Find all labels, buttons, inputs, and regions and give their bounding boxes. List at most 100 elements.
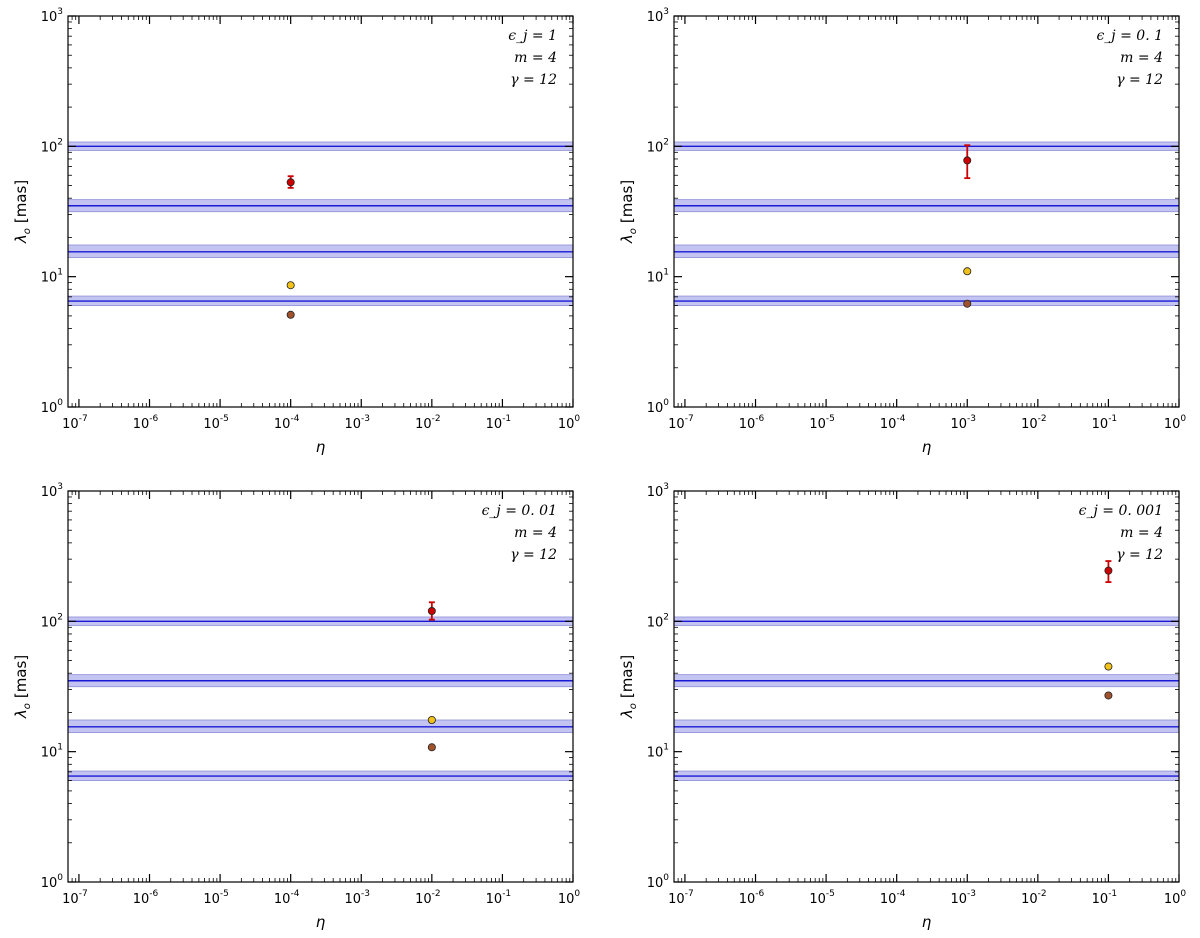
annotation-1: ϵ_j = 1 — [508, 28, 557, 44]
marker — [1104, 662, 1113, 671]
y-axis-label: λo[mas] — [12, 180, 33, 244]
annotation-2: m = 4 — [514, 525, 557, 541]
y-tick-label: 103 — [41, 482, 63, 500]
x-tick-label: 10-2 — [415, 889, 441, 907]
y-tick-label: 103 — [41, 7, 63, 25]
y-tick-label: 102 — [647, 612, 669, 630]
x-tick-label: 10-5 — [203, 889, 229, 907]
x-tick-label: 100 — [558, 889, 581, 907]
data-point-1 — [963, 144, 972, 180]
x-axis-label: η — [316, 913, 326, 931]
data-point-1 — [1104, 560, 1113, 583]
annotation-3: γ = 12 — [510, 547, 557, 563]
x-tick-label: 10-7 — [668, 889, 694, 907]
chart-panel-4: 10-7 10-6 10-5 10-4 10-3 10-2 10-1 100 100 101 102… — [618, 482, 1186, 931]
y-axis-label: λo[mas] — [12, 655, 33, 719]
data-point-3 — [1104, 691, 1113, 700]
x-tick-label: 10-3 — [950, 889, 976, 907]
x-tick-label: 100 — [1164, 889, 1187, 907]
y-tick-label: 101 — [41, 268, 63, 286]
band-2 — [67, 674, 574, 688]
y-tick-label: 102 — [647, 137, 669, 155]
x-tick-label: 100 — [558, 414, 581, 432]
y-tick-label: 100 — [647, 873, 670, 891]
band-3 — [673, 719, 1180, 734]
band-4 — [673, 770, 1180, 781]
chart-panel-3: 10-7 10-6 10-5 10-4 10-3 10-2 10-1 100 100 101 102… — [12, 482, 580, 931]
y-axis-label: λo[mas] — [618, 655, 639, 719]
y-tick-label: 101 — [647, 268, 669, 286]
x-tick-label: 10-6 — [739, 414, 765, 432]
x-tick-label: 10-3 — [344, 414, 370, 432]
x-tick-label: 10-5 — [203, 414, 229, 432]
y-tick-label: 100 — [41, 873, 64, 891]
x-tick-label: 10-2 — [1021, 414, 1047, 432]
marker — [286, 310, 295, 319]
marker — [286, 281, 295, 290]
band-3 — [673, 244, 1180, 259]
y-axis-label: λo[mas] — [618, 180, 639, 244]
marker — [1104, 691, 1113, 700]
plot-frame — [673, 15, 1180, 408]
plot-frame — [67, 490, 574, 883]
annotation-3: γ = 12 — [1116, 547, 1163, 563]
data-point-3 — [963, 299, 972, 308]
x-tick-label: 10-4 — [274, 414, 300, 432]
x-tick-label: 10-4 — [274, 889, 300, 907]
x-tick-label: 10-2 — [415, 414, 441, 432]
data-point-2 — [286, 281, 295, 290]
x-tick-label: 10-3 — [950, 414, 976, 432]
band-2 — [67, 199, 574, 213]
band-1 — [67, 141, 574, 151]
y-tick-label: 100 — [41, 398, 64, 416]
y-tick-label: 100 — [647, 398, 670, 416]
marker — [427, 743, 436, 752]
x-tick-label: 10-7 — [62, 414, 88, 432]
data-point-3 — [427, 743, 436, 752]
y-tick-label: 101 — [647, 743, 669, 761]
annotation-2: m = 4 — [1120, 525, 1163, 541]
marker — [963, 156, 972, 165]
marker — [427, 715, 436, 724]
x-tick-label: 10-1 — [486, 414, 512, 432]
plot-frame — [673, 490, 1180, 883]
annotation-3: γ = 12 — [510, 72, 557, 88]
band-3 — [67, 719, 574, 734]
x-tick-label: 10-5 — [809, 414, 835, 432]
x-tick-label: 10-4 — [880, 889, 906, 907]
x-tick-label: 10-3 — [344, 889, 370, 907]
marker — [963, 267, 972, 276]
data-point-3 — [286, 310, 295, 319]
annotation-1: ϵ_j = 0. 01 — [482, 503, 557, 519]
marker — [963, 299, 972, 308]
band-4 — [673, 295, 1180, 306]
marker — [286, 178, 295, 187]
x-tick-label: 10-1 — [1092, 889, 1118, 907]
band-1 — [673, 616, 1180, 626]
band-3 — [67, 244, 574, 259]
chart-panel-2: 10-7 10-6 10-5 10-4 10-3 10-2 10-1 100 100 101 102… — [618, 7, 1186, 456]
x-tick-label: 10-6 — [133, 889, 159, 907]
data-point-1 — [286, 175, 295, 189]
annotation-1: ϵ_j = 0. 001 — [1079, 503, 1163, 519]
x-tick-label: 10-5 — [809, 889, 835, 907]
annotation-2: m = 4 — [514, 50, 557, 66]
annotation-3: γ = 12 — [1116, 72, 1163, 88]
x-axis-label: η — [922, 438, 932, 456]
y-tick-label: 102 — [41, 137, 63, 155]
y-tick-label: 102 — [41, 612, 63, 630]
y-tick-label: 103 — [647, 482, 669, 500]
x-tick-label: 10-2 — [1021, 889, 1047, 907]
x-axis-label: η — [922, 913, 932, 931]
band-4 — [67, 295, 574, 306]
x-tick-label: 10-6 — [739, 889, 765, 907]
x-tick-label: 10-4 — [880, 414, 906, 432]
x-tick-label: 10-1 — [486, 889, 512, 907]
data-point-1 — [427, 601, 436, 621]
x-tick-label: 100 — [1164, 414, 1187, 432]
band-2 — [673, 199, 1180, 213]
x-tick-label: 10-7 — [62, 889, 88, 907]
band-4 — [67, 770, 574, 781]
x-tick-label: 10-7 — [668, 414, 694, 432]
